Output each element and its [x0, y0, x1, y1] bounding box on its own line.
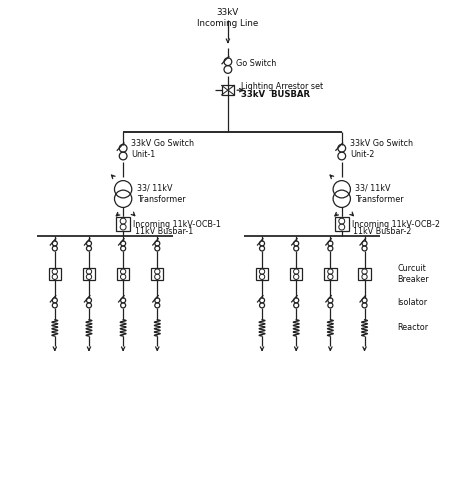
Bar	[358, 268, 371, 281]
Bar	[49, 268, 61, 281]
Text: 11kV Busbar-2: 11kV Busbar-2	[353, 227, 411, 236]
Text: 33/ 11kV
Transformer: 33/ 11kV Transformer	[356, 184, 404, 204]
Text: Go Switch: Go Switch	[236, 59, 276, 68]
Text: 33/ 11kV
Transformer: 33/ 11kV Transformer	[137, 184, 185, 204]
Text: Reactor: Reactor	[397, 324, 428, 333]
Text: 33kV  BUSBAR: 33kV BUSBAR	[241, 90, 310, 99]
Text: Incoming 11kV-OCB-2: Incoming 11kV-OCB-2	[352, 219, 440, 228]
Bar	[256, 268, 268, 281]
Text: Lighting Arrestor set: Lighting Arrestor set	[241, 83, 323, 92]
Text: Isolator: Isolator	[397, 299, 428, 308]
Text: 11kV Busbar-1: 11kV Busbar-1	[135, 227, 193, 236]
Bar	[151, 268, 164, 281]
Bar	[117, 268, 129, 281]
Bar	[335, 217, 348, 231]
Bar	[221, 85, 234, 95]
Text: 33kV Go Switch
Unit-2: 33kV Go Switch Unit-2	[350, 139, 413, 159]
Bar	[290, 268, 302, 281]
Text: 33kV Go Switch
Unit-1: 33kV Go Switch Unit-1	[131, 139, 194, 159]
Bar	[324, 268, 337, 281]
Bar	[116, 217, 130, 231]
Text: 33kV
Incoming Line: 33kV Incoming Line	[197, 8, 258, 28]
Text: Curcuit
Breaker: Curcuit Breaker	[397, 264, 429, 284]
Text: Incoming 11kV-OCB-1: Incoming 11kV-OCB-1	[133, 219, 221, 228]
Bar	[83, 268, 95, 281]
